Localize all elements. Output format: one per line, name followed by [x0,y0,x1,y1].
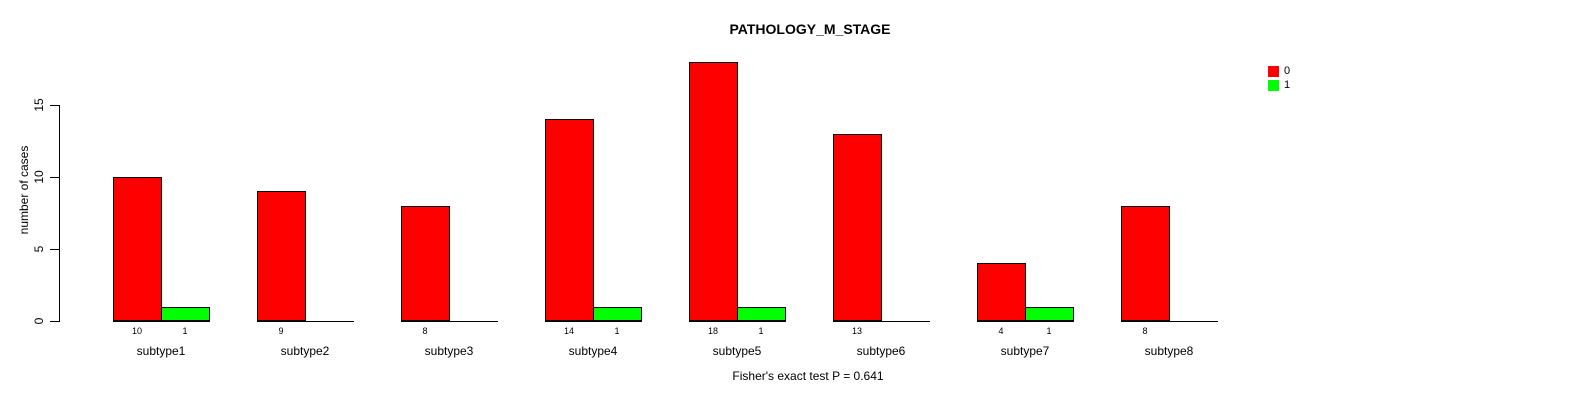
legend-entry-0: 0 [1268,64,1290,78]
category-label-subtype6: subtype6 [856,344,906,358]
category-label-subtype8: subtype8 [1144,344,1194,358]
bar-value-label: 9 [278,326,284,336]
legend-label: 0 [1284,64,1291,77]
y-axis-tick-label: 15 [32,98,46,112]
legend-entry-1: 1 [1268,78,1290,92]
category-label-subtype1: subtype1 [136,344,186,358]
group-baseline [977,321,1074,322]
group-baseline [545,321,642,322]
group-baseline [113,321,210,322]
bar-subtype7-series-1 [1025,307,1074,321]
category-label-subtype4: subtype4 [568,344,618,358]
bar-subtype8-series-0 [1121,206,1170,321]
y-axis-line [59,105,60,322]
bar-subtype1-series-0 [113,177,162,321]
bar-value-label: 1 [1046,326,1052,336]
group-baseline [1121,321,1218,322]
bar-subtype5-series-0 [689,62,738,321]
category-label-subtype2: subtype2 [280,344,330,358]
bar-subtype1-series-1 [161,307,210,321]
bar-value-label: 13 [851,326,863,336]
y-axis-tick [50,177,59,178]
bar-subtype3-series-0 [401,206,450,321]
bar-value-label: 1 [182,326,188,336]
legend-swatch-1 [1268,79,1279,91]
category-label-subtype5: subtype5 [712,344,762,358]
y-axis-tick-label: 5 [32,245,46,253]
chart-title: PATHOLOGY_M_STAGE [729,21,891,37]
y-axis-tick [50,249,59,250]
bar-value-label: 18 [707,326,719,336]
bar-value-label: 8 [1142,326,1148,336]
legend-swatch-0 [1268,65,1279,77]
y-axis-tick [50,321,59,322]
group-baseline [833,321,930,322]
bar-value-label: 8 [422,326,428,336]
category-label-subtype3: subtype3 [424,344,474,358]
bar-value-label: 1 [758,326,764,336]
category-label-subtype7: subtype7 [1000,344,1050,358]
y-axis-title: number of cases [17,145,31,235]
legend-label: 1 [1284,78,1291,91]
bar-value-label: 4 [998,326,1004,336]
bar-subtype7-series-0 [977,263,1026,321]
bar-subtype5-series-1 [737,307,786,321]
y-axis-tick [50,105,59,106]
bar-value-label: 14 [563,326,575,336]
group-baseline [689,321,786,322]
bar-subtype4-series-1 [593,307,642,321]
bar-value-label: 1 [614,326,620,336]
group-baseline [401,321,498,322]
bar-subtype2-series-0 [257,191,306,321]
bar-subtype4-series-0 [545,119,594,321]
y-axis-tick-label: 0 [32,317,46,325]
fisher-test-note: Fisher's exact test P = 0.641 [732,369,884,383]
group-baseline [257,321,354,322]
y-axis-tick-label: 10 [32,170,46,184]
bar-subtype6-series-0 [833,134,882,321]
bar-value-label: 10 [131,326,143,336]
